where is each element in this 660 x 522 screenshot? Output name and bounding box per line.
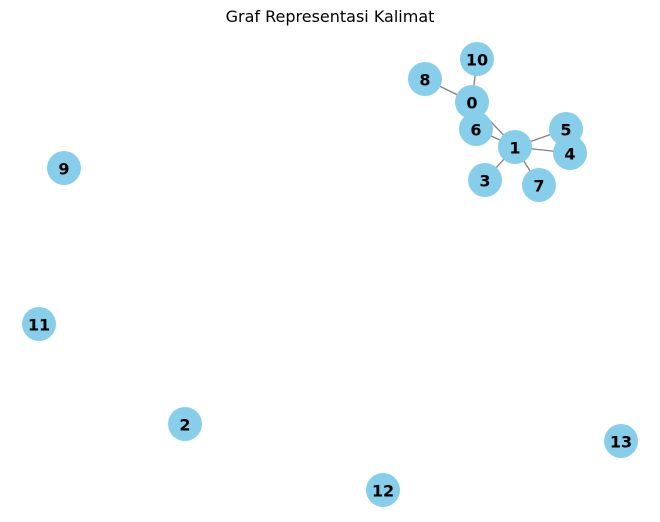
edge-layer <box>424 58 571 186</box>
node-label: 10 <box>466 51 488 70</box>
node-10: 10 <box>460 42 494 76</box>
node-label: 7 <box>533 177 544 196</box>
node-1: 1 <box>498 130 532 164</box>
node-label: 8 <box>419 71 430 90</box>
node-11: 11 <box>22 307 56 341</box>
node-circle <box>522 168 556 202</box>
node-circle <box>604 424 638 458</box>
node-label: 3 <box>479 172 490 191</box>
node-circle <box>168 407 202 441</box>
node-circle <box>459 112 493 146</box>
node-circle <box>460 42 494 76</box>
node-6: 6 <box>459 112 493 146</box>
node-circle <box>549 112 583 146</box>
node-label: 11 <box>28 316 50 335</box>
node-label: 1 <box>509 139 520 158</box>
node-circle <box>455 85 489 119</box>
node-label: 9 <box>58 160 69 179</box>
node-8: 8 <box>408 62 442 96</box>
node-label: 12 <box>372 482 394 501</box>
node-label: 2 <box>179 416 190 435</box>
node-circle <box>22 307 56 341</box>
diagram-title: Graf Representasi Kalimat <box>225 7 435 26</box>
node-5: 5 <box>549 112 583 146</box>
node-7: 7 <box>522 168 556 202</box>
node-circle <box>47 151 81 185</box>
node-9: 9 <box>47 151 81 185</box>
node-0: 0 <box>455 85 489 119</box>
node-label: 6 <box>470 121 481 140</box>
node-circle <box>366 473 400 507</box>
node-label: 0 <box>466 94 477 113</box>
node-12: 12 <box>366 473 400 507</box>
node-label: 4 <box>564 145 575 164</box>
node-2: 2 <box>168 407 202 441</box>
node-3: 3 <box>468 163 502 197</box>
node-13: 13 <box>604 424 638 458</box>
node-circle <box>498 130 532 164</box>
node-circle <box>408 62 442 96</box>
node-label: 5 <box>560 121 571 140</box>
node-circle <box>468 163 502 197</box>
node-label: 13 <box>610 433 632 452</box>
